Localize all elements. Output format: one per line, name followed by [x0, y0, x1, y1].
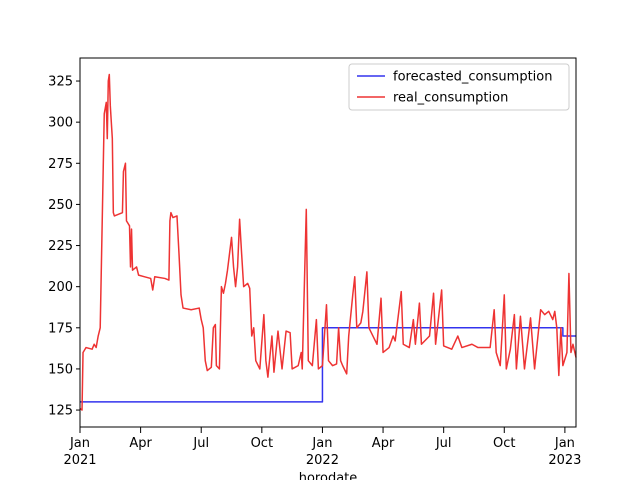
- legend-label: forecasted_consumption: [393, 70, 553, 85]
- y-tick-label: 150: [48, 362, 73, 377]
- x-tick-label: Apr: [372, 436, 395, 451]
- x-tick-label: Jul: [435, 436, 452, 451]
- x-tick-label: Jul: [192, 436, 209, 451]
- y-tick-label: 250: [48, 198, 73, 213]
- series-line: [79, 73, 577, 411]
- x-tick-label: Oct: [251, 436, 273, 451]
- legend-label: real_consumption: [393, 91, 508, 106]
- x-tick-label: Oct: [493, 436, 515, 451]
- y-tick-label: 125: [48, 404, 73, 419]
- x-tick-label: Apr: [129, 436, 152, 451]
- y-tick-label: 325: [48, 75, 73, 90]
- x-tick-label: Jan 2023: [548, 436, 581, 468]
- y-tick-label: 175: [48, 321, 73, 336]
- x-axis-label: horodate: [299, 471, 358, 480]
- x-tick-label: Jan 2022: [306, 436, 339, 468]
- y-tick-label: 275: [48, 157, 73, 172]
- y-tick-label: 300: [48, 116, 73, 131]
- y-tick-label: 225: [48, 239, 73, 254]
- plot-frame: [79, 57, 577, 428]
- legend-box: [348, 63, 570, 111]
- y-tick-label: 200: [48, 280, 73, 295]
- x-tick-label: Jan 2021: [63, 436, 96, 468]
